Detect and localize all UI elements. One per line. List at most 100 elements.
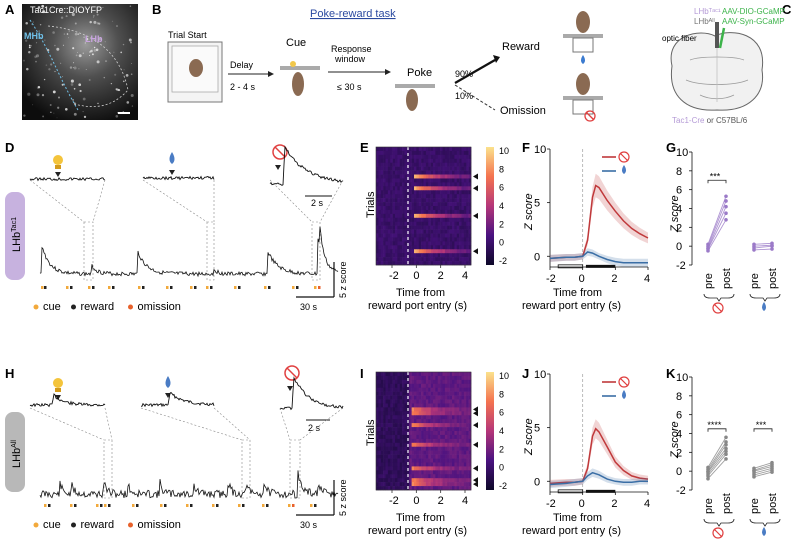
heatmap-cell (428, 387, 431, 392)
cue-marker (262, 504, 265, 507)
heatmap-cell (468, 178, 472, 183)
heatmap-cell (376, 419, 379, 424)
heatmap-cell (428, 478, 431, 483)
heatmap-cell (435, 241, 439, 246)
heatmap-cell (404, 470, 408, 475)
heatmap-cell (423, 170, 427, 175)
heatmap-cell (385, 162, 389, 167)
heatmap-cell (433, 399, 436, 404)
heatmap-cell (390, 186, 393, 191)
heatmap-cell (459, 162, 462, 167)
heatmap-cell (421, 395, 424, 400)
heatmap-cell (466, 387, 469, 392)
heatmap-cell (383, 217, 386, 223)
heatmap-cell (402, 166, 405, 171)
heatmap-cell (444, 454, 448, 459)
heatmap-cell (433, 202, 436, 207)
heatmap-cell (397, 158, 401, 164)
paired-line (707, 448, 727, 473)
heatmap-cell (435, 372, 439, 377)
heatmap-cell (435, 253, 439, 258)
heatmap-cell (411, 229, 415, 234)
heatmap-cell (433, 225, 436, 230)
heatmap-cell (442, 391, 446, 396)
legend-cue-label: cue (43, 519, 61, 531)
heatmap-cell (466, 178, 469, 183)
heatmap-cell (468, 450, 472, 455)
heatmap-cell (385, 253, 389, 258)
heatmap-cell (414, 162, 417, 167)
heatmap-cell (437, 162, 441, 167)
heatmap-cell (387, 217, 391, 223)
heatmap-cell (456, 221, 460, 226)
heatmap-cell (435, 158, 439, 164)
heatmap-cell (392, 411, 396, 416)
heatmap-cell (442, 182, 446, 187)
heatmap-cell (395, 423, 398, 428)
heatmap-cell (442, 249, 446, 254)
heatmap-cell (380, 407, 384, 412)
heatmap-cell (461, 174, 465, 179)
heatmap-cell (421, 415, 424, 420)
heatmap-cell (466, 486, 469, 491)
heatmap-cell (409, 257, 412, 262)
heatmap-cell (461, 213, 465, 219)
heatmap-cell (456, 407, 460, 412)
heatmap-cell (385, 454, 389, 459)
heatmap-cell (459, 474, 462, 479)
heatmap-cell (444, 154, 448, 160)
heatmap-cell (447, 427, 450, 432)
heatmap-cell (397, 403, 401, 408)
micrograph-speck (60, 16, 64, 19)
heatmap-cell (463, 379, 467, 385)
heatmap-cell (454, 182, 458, 187)
heatmap-cell (452, 399, 455, 404)
heatmap-cell (423, 372, 427, 377)
heatmap-cell (383, 391, 386, 396)
micrograph-speck (50, 63, 53, 66)
heatmap-cell (447, 379, 450, 385)
heatmap-cell (380, 150, 384, 156)
heatmap-cell (423, 253, 427, 258)
heatmap-cell (385, 245, 389, 250)
heatmap-cell (430, 482, 434, 487)
heatmap-cell (385, 431, 389, 436)
heatmap-cell (390, 486, 393, 491)
heatmap-cell (435, 391, 439, 396)
heatmap-cell (428, 190, 431, 195)
heatmap-cell (376, 166, 379, 171)
heatmap-cell (416, 415, 420, 420)
heatmap-cell (380, 229, 384, 234)
heatmap-cell (456, 162, 460, 167)
heatmap-cell (411, 209, 415, 215)
heatmap-cell (440, 458, 443, 463)
paired-line (707, 458, 727, 480)
heatmap-cell (468, 257, 472, 262)
heatmap-cell (404, 391, 408, 396)
heatmap-cell (378, 174, 382, 179)
heatmap-cell (461, 257, 465, 262)
virus-dio-label: AAV-DIO-GCaMP (722, 7, 785, 16)
heatmap-cell (452, 423, 455, 428)
heatmap-cell (468, 372, 472, 377)
micrograph-speck (56, 47, 60, 51)
heatmap-cell (385, 486, 389, 491)
heatmap-cell (378, 399, 382, 404)
heatmap-cell (390, 450, 393, 455)
heatmap-cell (406, 190, 410, 195)
heatmap-cell (440, 225, 443, 230)
heatmap-cell (402, 403, 405, 408)
heatmap-cell (387, 158, 391, 164)
heatmap-cell (449, 233, 453, 238)
heatmap-cell (397, 221, 401, 226)
post-point (724, 199, 728, 203)
heatmap-cell (444, 257, 448, 262)
heatmap-cell (378, 178, 382, 183)
heatmap-cell (387, 190, 391, 195)
heatmap-cell (385, 395, 389, 400)
heatmap-cell (463, 245, 467, 250)
heatmap-cell (447, 249, 450, 254)
heatmap-cell (404, 154, 408, 160)
micrograph-speck (79, 89, 82, 93)
heatmap-cell (406, 470, 410, 475)
